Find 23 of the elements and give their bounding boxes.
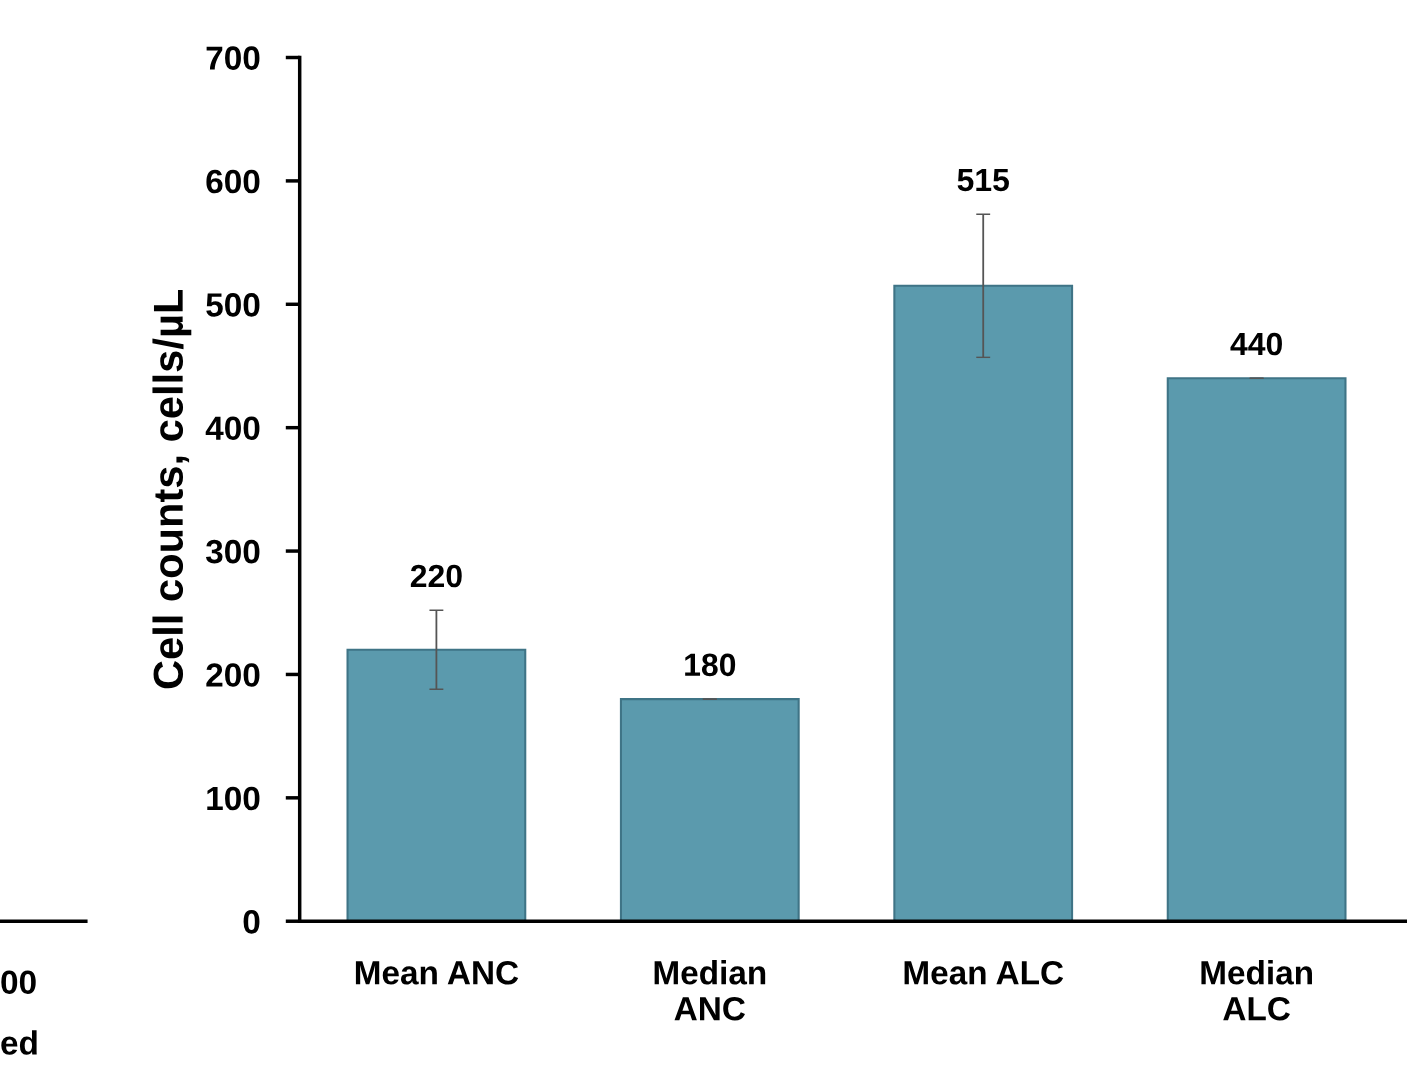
- x-tick-label: Mean ANC: [355, 960, 519, 985]
- text: 00: [1, 970, 36, 995]
- text: ed: [1, 1030, 37, 1055]
- y-tick-label: 100: [207, 786, 260, 811]
- x-tick-label: Median ANC: [654, 960, 766, 1021]
- y-tick-label: 200: [206, 663, 260, 687]
- x-tick-label: Mean ALC: [904, 960, 1064, 985]
- x-tick-label: Median ALC: [1201, 960, 1312, 1021]
- data-label: 180: [685, 653, 736, 677]
- bar: [893, 284, 1074, 922]
- y-tick-label: 700: [206, 46, 260, 70]
- y-tick-label: 300: [205, 539, 260, 564]
- y-axis-title: Cell counts, cells/µL: [152, 289, 192, 689]
- bar: [619, 698, 800, 922]
- bar: [346, 648, 527, 922]
- bar: [1166, 377, 1347, 922]
- y-tick-label: 600: [206, 169, 260, 194]
- data-label: 515: [957, 168, 1009, 192]
- y-tick-label: 500: [206, 293, 260, 317]
- data-label: 220: [410, 564, 462, 588]
- y-tick-label: 400: [205, 416, 260, 441]
- y-tick-label: 0: [243, 910, 260, 934]
- data-label: 440: [1230, 332, 1282, 356]
